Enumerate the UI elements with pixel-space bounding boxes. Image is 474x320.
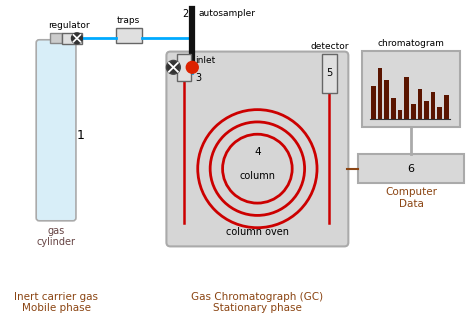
Text: regulator: regulator — [48, 21, 90, 30]
Bar — [431, 92, 436, 119]
Bar — [418, 89, 422, 119]
Text: column: column — [239, 171, 275, 180]
Circle shape — [186, 61, 198, 73]
Bar — [444, 95, 449, 119]
FancyBboxPatch shape — [166, 52, 348, 246]
Text: column oven: column oven — [226, 227, 289, 236]
Bar — [424, 101, 429, 119]
Text: traps: traps — [117, 16, 140, 25]
Text: 1: 1 — [77, 129, 85, 142]
Bar — [371, 86, 376, 119]
Bar — [391, 98, 396, 119]
Bar — [384, 80, 389, 119]
Text: 5: 5 — [326, 68, 333, 78]
Text: 3: 3 — [195, 73, 201, 83]
Text: Computer
Data: Computer Data — [385, 188, 437, 209]
Text: gas
cylinder: gas cylinder — [36, 226, 75, 247]
Bar — [362, 51, 460, 127]
Circle shape — [166, 60, 180, 74]
Text: Inert carrier gas
Mobile phase: Inert carrier gas Mobile phase — [14, 292, 98, 313]
Bar — [50, 33, 62, 43]
Bar — [411, 104, 416, 119]
Text: 6: 6 — [408, 164, 414, 174]
Bar — [62, 33, 82, 44]
FancyBboxPatch shape — [36, 40, 76, 221]
Text: inlet: inlet — [195, 56, 216, 65]
Circle shape — [72, 33, 82, 44]
Text: Gas Chromatograph (GC)
Stationary phase: Gas Chromatograph (GC) Stationary phase — [191, 292, 323, 313]
Bar — [404, 77, 409, 119]
Bar — [177, 53, 191, 81]
Bar — [116, 28, 142, 43]
Bar — [378, 68, 383, 119]
Bar — [321, 53, 337, 93]
Text: 4: 4 — [254, 147, 261, 157]
Text: detector: detector — [310, 42, 349, 51]
Text: 2: 2 — [182, 9, 188, 19]
Bar — [438, 107, 442, 119]
Bar — [398, 110, 402, 119]
Text: autosampler: autosampler — [198, 9, 255, 18]
Text: chromatogram: chromatogram — [377, 39, 445, 48]
Bar — [358, 154, 464, 183]
